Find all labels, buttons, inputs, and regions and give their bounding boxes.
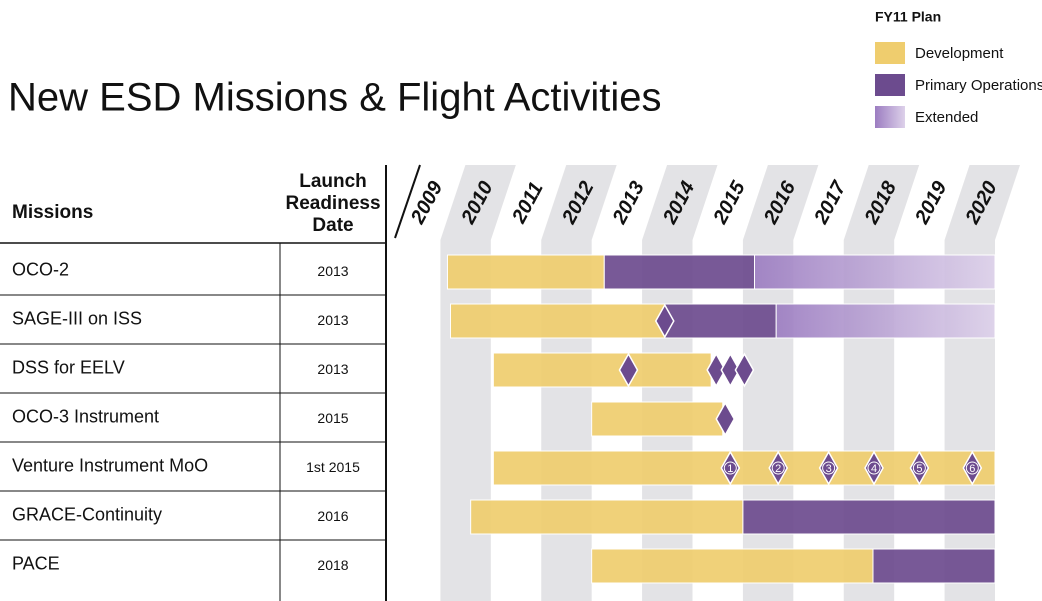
phase-bar [872,548,996,584]
phase-bar [492,352,712,388]
milestone [864,450,884,486]
launch-date: 1st 2015 [306,459,360,475]
milestone [706,352,727,388]
launch-date: 2013 [317,263,348,279]
milestone-badge [867,461,881,475]
phase-bar [591,401,724,437]
milestone [818,450,839,486]
milestone-label: 1 [727,463,733,475]
milestone-badge [912,461,926,475]
year-stripe-header [843,165,920,240]
mission-name: OCO-2 [12,259,69,279]
milestone [734,352,755,388]
header-divider [394,164,421,239]
phase-bar [591,548,874,584]
phase-bar [470,499,744,535]
milestone [618,352,639,388]
milestone-badge [822,461,836,475]
x-tick-label: 2017 [810,177,851,228]
milestone [909,450,930,486]
phase-bar [775,303,996,339]
year-stripe-header [642,165,718,240]
legend-swatch [875,74,905,96]
legend-label: Development [915,45,1004,62]
milestone [768,450,789,486]
milestone-label: 2 [775,463,781,475]
mission-name: SAGE-III on ISS [12,308,142,328]
milestone [720,450,741,486]
x-tick-label: 2013 [608,178,649,229]
year-stripe-header [944,165,1020,240]
year-stripe [541,240,592,601]
x-tick-label: 2019 [911,177,952,228]
phase-bar [742,499,996,535]
year-stripe [944,240,995,601]
legend-label: Extended [915,109,978,126]
milestone [715,401,736,437]
x-tick-label: 2011 [508,179,548,228]
milestone [962,450,983,486]
milestone [720,352,741,388]
launch-date: 2015 [317,410,348,426]
milestone [654,303,675,339]
legend-title: FY11 Plan [875,9,941,25]
year-stripe [440,240,491,601]
milestone-badge [965,461,979,475]
year-stripe-header [440,165,516,240]
launch-date: 2016 [317,508,348,524]
mission-name: DSS for EELV [12,357,125,377]
column-header: Missions [12,202,93,223]
phase-bar [450,303,666,339]
column-header: Launch Readiness Date [285,171,380,236]
milestone-label: 5 [916,463,922,475]
phase-bar [446,254,605,290]
year-stripe [742,240,794,601]
milestone-badge [771,461,785,475]
legend-swatch [875,106,905,128]
legend-swatch [875,42,905,64]
phase-bar [754,254,996,290]
launch-date: 2013 [317,312,348,328]
phase-bar [603,254,756,290]
mission-name: PACE [12,553,60,573]
year-stripe-header [541,165,617,240]
mission-name: Venture Instrument MoO [12,455,208,475]
milestone-label: 4 [871,463,877,475]
year-stripe-header [742,165,819,240]
chart-title: New ESD Missions & Flight Activities [8,76,662,120]
mission-name: OCO-3 Instrument [12,406,159,426]
milestone-label: 6 [969,463,975,475]
mission-name: GRACE-Continuity [12,504,162,524]
milestone-badge [723,461,737,475]
x-tick-label: 2015 [709,177,750,228]
launch-date: 2013 [317,361,348,377]
year-stripe [843,240,895,601]
phase-bar [664,303,777,339]
milestone-label: 3 [826,463,832,475]
launch-date: 2018 [317,557,348,573]
legend-label: Primary Operations [915,77,1042,94]
